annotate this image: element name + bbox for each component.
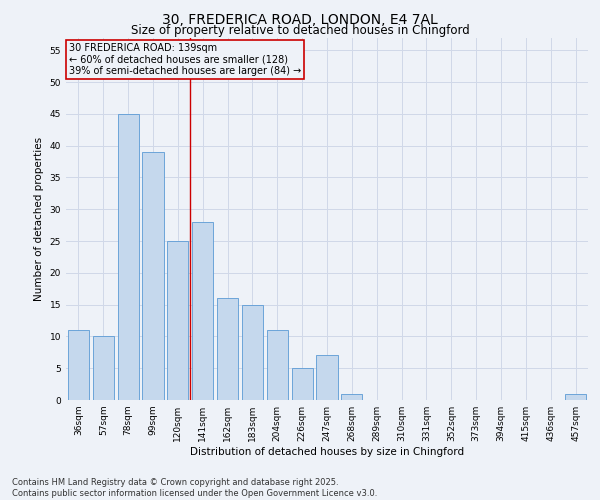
Bar [292, 368, 313, 400]
X-axis label: Distribution of detached houses by size in Chingford: Distribution of detached houses by size … [190, 447, 464, 457]
Bar [93, 336, 114, 400]
Y-axis label: Number of detached properties: Number of detached properties [34, 136, 44, 301]
Bar [142, 152, 164, 400]
Bar [217, 298, 238, 400]
Bar [316, 356, 338, 400]
Bar [267, 330, 288, 400]
Text: 30, FREDERICA ROAD, LONDON, E4 7AL: 30, FREDERICA ROAD, LONDON, E4 7AL [162, 12, 438, 26]
Text: Contains HM Land Registry data © Crown copyright and database right 2025.
Contai: Contains HM Land Registry data © Crown c… [12, 478, 377, 498]
Text: 30 FREDERICA ROAD: 139sqm
← 60% of detached houses are smaller (128)
39% of semi: 30 FREDERICA ROAD: 139sqm ← 60% of detac… [68, 43, 301, 76]
Bar [167, 241, 188, 400]
Bar [118, 114, 139, 400]
Bar [68, 330, 89, 400]
Bar [565, 394, 586, 400]
Bar [192, 222, 213, 400]
Text: Size of property relative to detached houses in Chingford: Size of property relative to detached ho… [131, 24, 469, 37]
Bar [341, 394, 362, 400]
Bar [242, 304, 263, 400]
